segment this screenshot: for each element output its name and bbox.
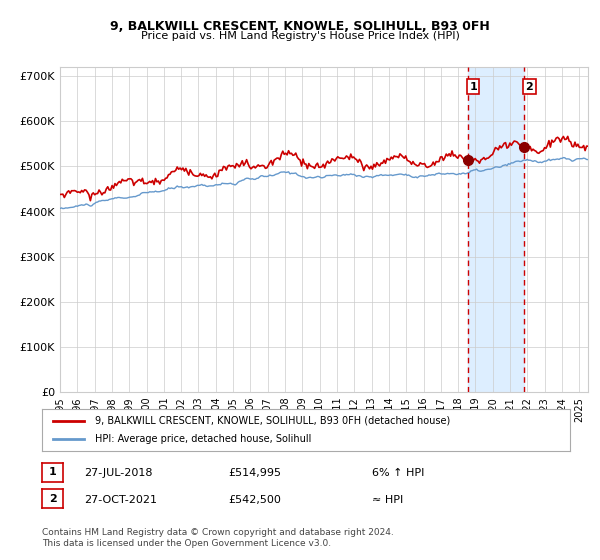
- Text: This data is licensed under the Open Government Licence v3.0.: This data is licensed under the Open Gov…: [42, 539, 331, 548]
- Text: 9, BALKWILL CRESCENT, KNOWLE, SOLIHULL, B93 0FH (detached house): 9, BALKWILL CRESCENT, KNOWLE, SOLIHULL, …: [95, 416, 450, 426]
- Text: 27-JUL-2018: 27-JUL-2018: [84, 468, 152, 478]
- Text: 6% ↑ HPI: 6% ↑ HPI: [372, 468, 424, 478]
- Text: £514,995: £514,995: [228, 468, 281, 478]
- Text: 2: 2: [526, 82, 533, 92]
- Text: HPI: Average price, detached house, Solihull: HPI: Average price, detached house, Soli…: [95, 434, 311, 444]
- Text: 9, BALKWILL CRESCENT, KNOWLE, SOLIHULL, B93 0FH: 9, BALKWILL CRESCENT, KNOWLE, SOLIHULL, …: [110, 20, 490, 32]
- Text: 27-OCT-2021: 27-OCT-2021: [84, 494, 157, 505]
- Text: 2: 2: [49, 494, 56, 503]
- Bar: [468, 67, 524, 392]
- Text: Price paid vs. HM Land Registry's House Price Index (HPI): Price paid vs. HM Land Registry's House …: [140, 31, 460, 41]
- Text: Contains HM Land Registry data © Crown copyright and database right 2024.: Contains HM Land Registry data © Crown c…: [42, 528, 394, 536]
- Text: 1: 1: [49, 468, 56, 477]
- Text: 1: 1: [469, 82, 477, 92]
- Text: ≈ HPI: ≈ HPI: [372, 494, 403, 505]
- Text: £542,500: £542,500: [228, 494, 281, 505]
